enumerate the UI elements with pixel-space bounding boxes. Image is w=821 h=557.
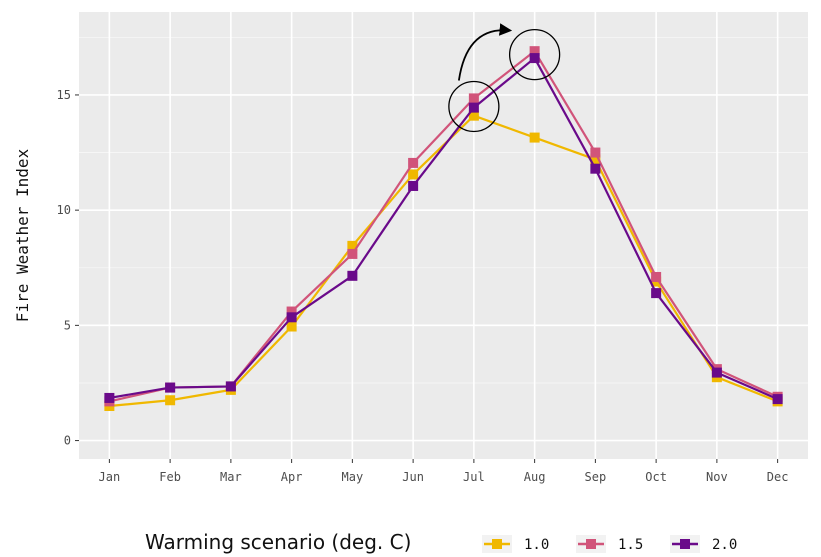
legend-label: 2.0 <box>712 537 737 553</box>
trend-arrow <box>457 23 513 81</box>
x-tick-label: Sep <box>585 470 607 484</box>
x-tick-label: May <box>342 470 364 484</box>
data-point <box>711 367 722 378</box>
legend-key-marker <box>680 539 690 549</box>
data-point <box>590 163 601 174</box>
data-point <box>772 394 783 405</box>
legend-key-marker <box>492 539 502 549</box>
x-tick-label: Jan <box>99 470 121 484</box>
y-tick-label: 15 <box>57 88 71 102</box>
highlight-circle <box>508 28 561 81</box>
data-point <box>529 132 540 143</box>
x-axis-ticks: Jan Feb Mar Apr May Jun Jul Aug Sep Oct Nov Dec <box>99 459 789 484</box>
legend-item-1-5: 1.5 <box>576 535 643 553</box>
data-point <box>165 382 176 393</box>
data-point <box>347 270 358 281</box>
data-point <box>529 46 540 57</box>
series-2-0 <box>104 53 783 405</box>
x-tick-label: Nov <box>706 470 728 484</box>
x-tick-label: Feb <box>159 470 181 484</box>
data-point <box>590 154 601 165</box>
legend-title: Warming scenario (deg. C) <box>145 530 411 554</box>
data-point <box>165 395 176 406</box>
data-point <box>347 240 358 251</box>
data-point <box>408 169 419 180</box>
legend-item-1-0: 1.0 <box>482 535 549 553</box>
y-tick-label: 10 <box>57 203 71 217</box>
y-axis-ticks: 0 5 10 15 <box>57 88 79 448</box>
y-tick-label: 5 <box>64 318 71 332</box>
x-tick-label: Aug <box>524 470 546 484</box>
data-point <box>651 288 662 299</box>
data-point <box>529 53 540 64</box>
data-point <box>408 157 419 168</box>
x-tick-label: Dec <box>767 470 789 484</box>
series-layer <box>104 46 783 412</box>
x-tick-label: Jul <box>463 470 485 484</box>
y-axis-title: Fire Weather Index <box>13 148 32 322</box>
minor-gridlines <box>79 36 808 384</box>
x-tick-label: Mar <box>220 470 242 484</box>
data-point <box>286 306 297 317</box>
x-tick-label: Jun <box>402 470 424 484</box>
annotation-layer <box>448 23 561 133</box>
y-tick-label: 0 <box>64 434 71 448</box>
series-line <box>109 56 779 401</box>
x-tick-label: Oct <box>645 470 667 484</box>
data-point <box>651 271 662 282</box>
major-gridlines <box>79 12 808 459</box>
plot-background <box>79 12 808 459</box>
x-tick-label: Apr <box>281 470 303 484</box>
data-point <box>590 147 601 158</box>
data-point <box>408 180 419 191</box>
legend-label: 1.0 <box>524 537 549 553</box>
data-point <box>104 392 115 403</box>
highlight-circle <box>448 80 500 133</box>
legend-key-marker <box>586 539 596 549</box>
data-point <box>286 312 297 323</box>
data-point <box>347 248 358 259</box>
data-point <box>468 102 479 113</box>
legend-label: 1.5 <box>618 537 643 553</box>
legend: Warming scenario (deg. C) 1.0 1.5 2.0 <box>145 530 737 554</box>
data-point <box>468 110 479 121</box>
legend-item-2-0: 2.0 <box>670 535 737 553</box>
data-point <box>468 93 479 104</box>
data-point <box>225 381 236 392</box>
data-point <box>286 321 297 332</box>
